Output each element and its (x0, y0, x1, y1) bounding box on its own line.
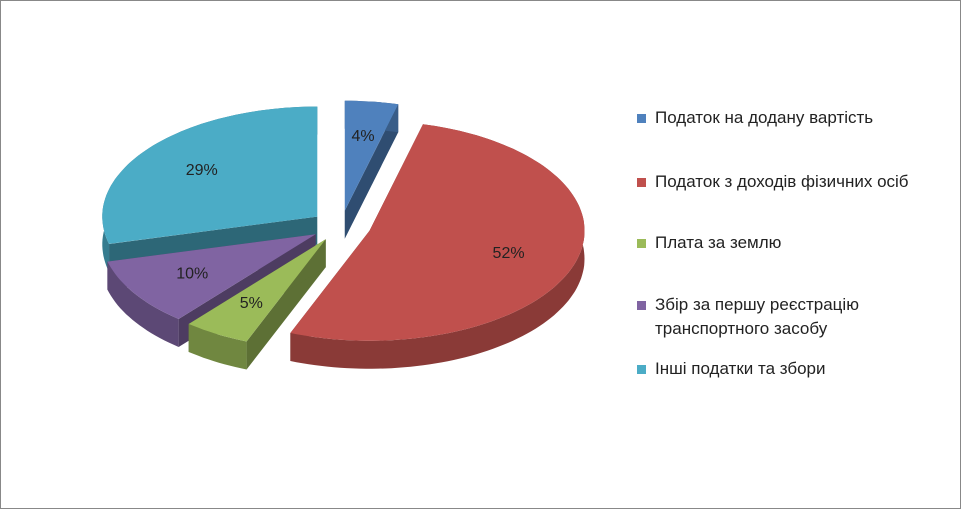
slice (290, 124, 585, 341)
data-label: 5% (240, 295, 263, 312)
data-label: 10% (176, 266, 208, 283)
legend-item: Плата за землю (637, 231, 937, 255)
slice (188, 239, 326, 342)
slice (344, 100, 399, 211)
legend-swatch (637, 114, 646, 123)
legend-item: Податок на додану вартість (637, 106, 937, 130)
legend-label: Інші податки та збори (655, 359, 826, 378)
legend-label: Податок на додану вартість (655, 108, 874, 127)
slice-wall (290, 124, 585, 369)
legend-label: Податок з доходів фізичних осіб (655, 172, 909, 191)
data-label: 4% (352, 128, 375, 145)
legend-swatch (637, 239, 646, 248)
legend-swatch (637, 365, 646, 374)
data-label: 29% (186, 162, 218, 179)
slice-cut-side (344, 104, 399, 239)
legend-swatch (637, 178, 646, 187)
legend-item: Збір за першу реєстрацію транспортного з… (637, 293, 937, 341)
legend-label: Плата за землю (655, 233, 782, 252)
slice-wall (107, 261, 179, 347)
data-label: 52% (493, 245, 525, 262)
slice (107, 234, 316, 319)
legend-label: Збір за першу реєстрацію транспортного з… (655, 295, 859, 338)
slice-wall (188, 324, 247, 370)
legend-swatch (637, 301, 646, 310)
legend-item: Інші податки та збори (637, 357, 937, 381)
legend-item: Податок з доходів фізичних осіб (637, 170, 937, 194)
slice (102, 106, 318, 244)
